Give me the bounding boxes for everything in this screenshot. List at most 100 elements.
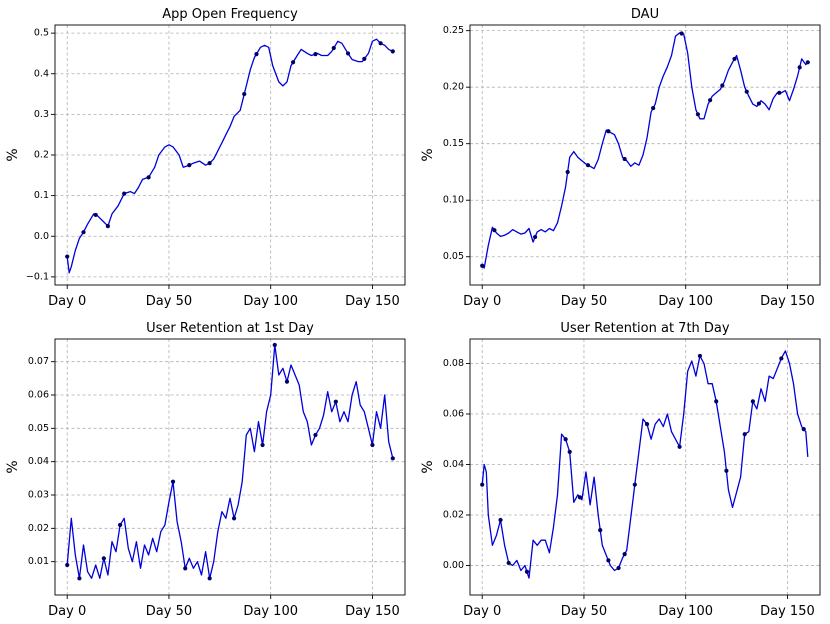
data-point-marker [313,52,318,57]
data-point-marker [697,353,703,359]
plot-frame [54,338,406,596]
y-tick-label: 0.06 [28,390,49,401]
data-point-marker [744,89,749,94]
y-axis-label: % [420,460,436,473]
y-tick-label: 0.2 [34,150,49,161]
chart-panel-3: 0.01 0.02 0.03 0.04 0.05 0.06 0.07 Day 0 Day 50 D… [5,321,406,619]
data-point-marker [563,437,568,442]
data-point-marker [170,479,176,484]
data-point-marker [480,263,485,268]
data-point-marker [187,163,192,168]
data-point-marker [480,482,485,487]
data-point-marker [524,569,530,574]
chart-title: DAU [631,7,659,22]
data-point-marker [498,517,503,523]
data-point-marker [118,522,123,528]
y-tick-label: 0.1 [34,190,49,201]
data-point-marker [378,41,383,46]
data-point-marker [724,468,729,473]
data-point-marker [77,576,82,581]
data-point-marker [146,175,151,180]
data-point-marker [333,399,338,404]
y-tick-label: 0.25 [443,25,464,36]
plot-frame [469,24,821,286]
data-point-marker [750,399,755,404]
data-point-marker [644,421,650,427]
data-point-marker [105,223,111,229]
x-tick-label: Day 150 [345,294,400,309]
chart-panel-2: 0.05 0.10 0.15 0.20 0.25 Day 0 Day 50 Day 100 Da… [420,7,821,309]
chart-title: App Open Frequency [162,7,298,22]
y-tick-label: 0.20 [443,82,464,93]
data-point-marker [331,45,336,51]
x-tick-label: Day 50 [561,604,607,619]
data-point-marker [533,234,538,240]
y-axis-label: % [420,148,436,161]
data-point-marker [345,51,351,56]
data-point-marker [231,516,237,521]
data-point-marker [93,212,98,218]
series-line [66,344,394,579]
y-axis-label: % [5,148,21,161]
y-tick-label: 0.02 [28,523,49,534]
data-point-marker [651,105,656,111]
y-tick-label: 0.05 [28,423,49,434]
x-tick-label: Day 0 [48,294,86,309]
y-tick-label: 0.4 [34,68,49,79]
y-tick-label: 0.5 [34,28,49,39]
data-point-marker [622,552,627,557]
data-point-marker [567,449,572,454]
data-point-marker [708,98,713,103]
data-point-marker [313,432,318,438]
data-point-marker [506,560,511,566]
y-tick-label: 0.3 [34,109,49,120]
data-point-marker [805,60,810,65]
y-axis-label: % [5,460,21,473]
data-point-marker [756,101,762,106]
data-point-marker [65,562,70,568]
x-tick-label: Day 100 [658,604,713,619]
data-point-marker [390,456,395,461]
x-tick-label: Day 100 [243,604,298,619]
x-tick-label: Day 50 [561,294,607,309]
series-line [481,32,809,269]
chart-title: User Retention at 7th Day [560,321,729,336]
x-tick-label: Day 150 [760,604,815,619]
data-point-marker [81,230,86,235]
data-point-marker [122,191,127,196]
y-tick-label: 0.00 [443,560,464,571]
data-point-marker [492,228,497,233]
y-tick-label: 0.05 [443,251,464,262]
x-tick-label: Day 100 [658,294,713,309]
data-point-marker [272,342,277,348]
data-point-marker [777,90,782,95]
data-point-marker [714,399,719,404]
data-point-marker [801,427,806,432]
data-point-marker [260,442,265,448]
x-tick-label: Day 0 [48,604,86,619]
data-point-marker [720,83,725,88]
data-point-marker [242,91,247,97]
y-tick-label: 0.0 [34,231,49,242]
y-tick-label: 0.02 [443,509,464,520]
data-point-marker [290,60,296,65]
plot-frame [469,338,821,596]
y-tick-label: 0.03 [28,490,49,501]
x-tick-label: Day 50 [146,294,192,309]
data-point-marker [362,56,367,61]
x-tick-label: Day 50 [146,604,192,619]
data-point-marker [101,556,106,561]
data-point-marker [742,432,747,437]
data-point-marker [622,156,627,162]
y-tick-label: 0.04 [443,459,464,470]
data-point-marker [390,49,395,54]
x-tick-label: Day 150 [345,604,400,619]
y-tick-label: 0.15 [443,138,464,149]
data-point-marker [585,163,591,168]
data-point-marker [183,566,188,571]
data-point-marker [565,169,570,175]
data-point-marker [779,356,784,361]
x-tick-label: Day 0 [463,604,501,619]
data-point-marker [370,442,375,448]
